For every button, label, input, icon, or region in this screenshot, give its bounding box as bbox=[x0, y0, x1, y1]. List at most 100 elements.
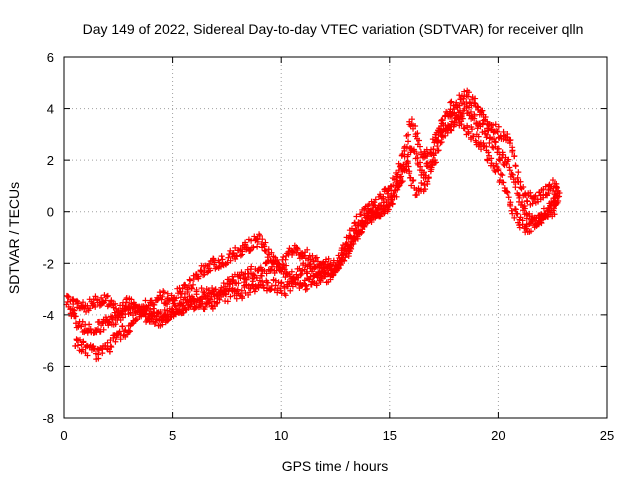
data-point bbox=[151, 301, 158, 308]
data-point bbox=[105, 319, 112, 326]
x-tick-label: 0 bbox=[60, 428, 67, 443]
data-point bbox=[554, 184, 561, 191]
data-point bbox=[395, 167, 402, 174]
data-point bbox=[465, 130, 472, 137]
data-point bbox=[275, 260, 282, 267]
data-point bbox=[495, 123, 502, 130]
x-axis-label: GPS time / hours bbox=[282, 458, 389, 474]
data-point bbox=[258, 272, 265, 279]
data-point bbox=[516, 224, 523, 231]
data-point bbox=[438, 139, 445, 146]
data-point bbox=[480, 117, 487, 124]
data-point bbox=[325, 255, 332, 262]
data-point bbox=[492, 121, 499, 128]
data-point bbox=[413, 150, 420, 157]
data-point bbox=[415, 137, 422, 144]
data-point bbox=[430, 152, 437, 159]
data-point bbox=[126, 304, 133, 311]
data-point bbox=[448, 118, 455, 125]
data-point bbox=[80, 299, 87, 306]
data-point bbox=[227, 257, 234, 264]
data-point bbox=[519, 199, 526, 206]
y-tick-label: -4 bbox=[42, 308, 54, 323]
data-point bbox=[197, 267, 204, 274]
data-point bbox=[465, 89, 472, 96]
data-point bbox=[405, 131, 412, 138]
data-point bbox=[520, 184, 527, 191]
data-point bbox=[469, 126, 476, 133]
data-point bbox=[448, 98, 455, 105]
data-point bbox=[424, 160, 431, 167]
data-point bbox=[267, 286, 274, 293]
data-point bbox=[505, 156, 512, 163]
data-point bbox=[295, 274, 302, 281]
data-point bbox=[213, 300, 220, 307]
data-point bbox=[79, 318, 86, 325]
data-point bbox=[180, 309, 187, 316]
data-point bbox=[242, 239, 249, 246]
data-point bbox=[237, 252, 244, 259]
data-point bbox=[511, 214, 518, 221]
data-point bbox=[356, 229, 363, 236]
data-point bbox=[65, 294, 72, 301]
data-point bbox=[174, 302, 181, 309]
data-point bbox=[406, 168, 413, 175]
data-point bbox=[403, 143, 410, 150]
data-point bbox=[555, 197, 562, 204]
data-point bbox=[337, 261, 344, 268]
data-point bbox=[128, 320, 135, 327]
data-point bbox=[316, 261, 323, 268]
data-point bbox=[357, 211, 364, 218]
data-point bbox=[475, 133, 482, 140]
data-point bbox=[549, 177, 556, 184]
data-point bbox=[125, 327, 132, 334]
data-point bbox=[223, 291, 230, 298]
data-point bbox=[484, 118, 491, 125]
data-point bbox=[470, 133, 477, 140]
data-point bbox=[307, 273, 314, 280]
plot-frame bbox=[63, 56, 608, 419]
data-point bbox=[485, 149, 492, 156]
data-point bbox=[481, 128, 488, 135]
data-point bbox=[556, 193, 563, 200]
data-point bbox=[353, 226, 360, 233]
data-point bbox=[84, 352, 91, 359]
data-point bbox=[224, 298, 231, 305]
data-point bbox=[345, 250, 352, 257]
data-point bbox=[493, 128, 500, 135]
data-point bbox=[512, 163, 519, 170]
data-point bbox=[422, 186, 429, 193]
data-point bbox=[506, 140, 513, 147]
data-point bbox=[435, 137, 442, 144]
data-point bbox=[493, 160, 500, 167]
data-point bbox=[545, 190, 552, 197]
data-point bbox=[100, 326, 107, 333]
data-point bbox=[504, 131, 511, 138]
data-point bbox=[253, 274, 260, 281]
data-point bbox=[479, 107, 486, 114]
data-point bbox=[64, 293, 71, 300]
data-point bbox=[509, 147, 516, 154]
data-point bbox=[312, 270, 319, 277]
data-point bbox=[368, 218, 375, 225]
y-tick-label: 0 bbox=[47, 205, 54, 220]
data-point bbox=[193, 299, 200, 306]
data-point bbox=[517, 214, 524, 221]
data-point bbox=[484, 131, 491, 138]
data-point bbox=[259, 278, 266, 285]
data-point bbox=[410, 147, 417, 154]
data-point bbox=[126, 328, 133, 335]
data-point bbox=[435, 147, 442, 154]
data-point bbox=[283, 270, 290, 277]
data-point bbox=[108, 344, 115, 351]
data-point bbox=[482, 114, 489, 121]
data-point bbox=[501, 184, 508, 191]
data-point bbox=[198, 285, 205, 292]
data-point bbox=[212, 286, 219, 293]
data-point bbox=[538, 220, 545, 227]
data-point bbox=[467, 108, 474, 115]
y-tick-label: 6 bbox=[47, 50, 54, 65]
data-point bbox=[293, 244, 300, 251]
data-point bbox=[108, 297, 115, 304]
data-point bbox=[323, 256, 330, 263]
